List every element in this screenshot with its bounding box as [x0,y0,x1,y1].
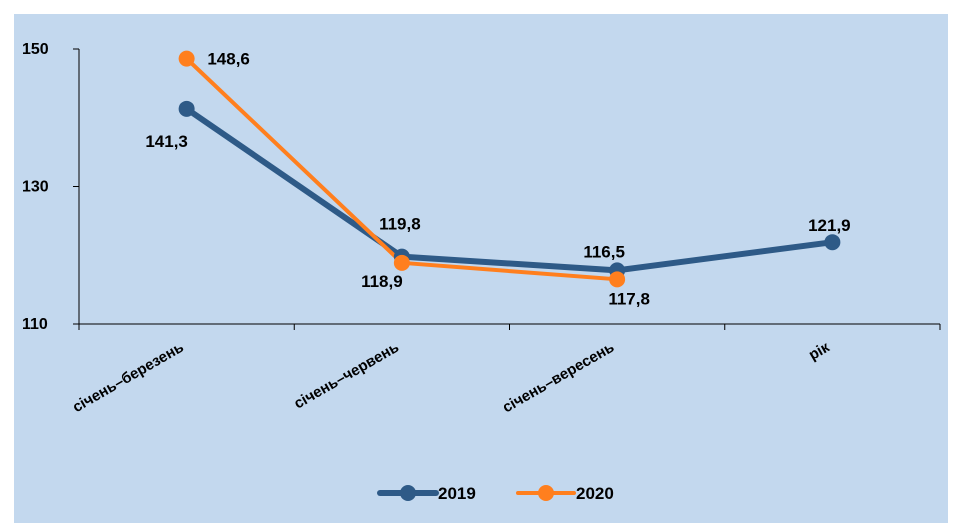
data-point-2020 [609,271,626,288]
data-label-2020: 148,6 [207,50,250,69]
data-point-2020 [178,50,195,67]
data-point-2019 [824,234,841,251]
data-label-2019: 119,8 [379,215,421,234]
data-label-2019: 141,3 [145,132,188,151]
data-label-2019: 121,9 [808,216,851,235]
legend-swatch-marker [400,485,416,501]
y-tick-label: 110 [22,316,48,333]
data-point-2019 [178,100,195,117]
x-tick-label: січень–березень [70,339,187,416]
data-label-2020: 118,9 [361,272,403,291]
x-tick-label: січень–вересень [500,339,617,417]
series-line-2020 [184,56,620,282]
x-tick-label: рік [806,338,833,363]
legend-item-label: 2020 [576,484,614,503]
data-label-2019: 116,5 [583,242,625,261]
y-tick-label: 150 [22,41,49,58]
data-label-2020: 117,8 [608,289,650,308]
x-tick-label: січень–червень [291,339,402,413]
data-point-2020 [393,254,410,271]
y-tick-label: 130 [22,179,49,196]
legend-item-label: 2019 [438,484,476,503]
legend-swatch-marker [538,485,554,501]
series-line-2019 [183,105,836,274]
